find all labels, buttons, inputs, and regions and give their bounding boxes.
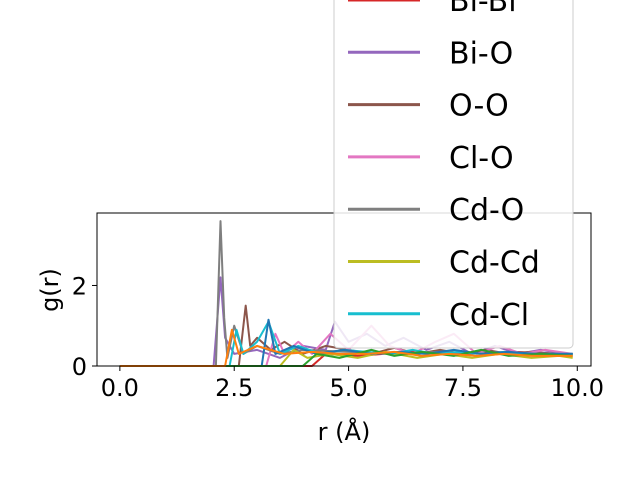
legend-label-bi-o: Bi-O xyxy=(449,36,513,71)
legend-label-o-o: O-O xyxy=(449,89,509,124)
plot-area xyxy=(119,220,573,367)
x-axis-label: r (Å) xyxy=(318,417,371,446)
legend-label-cl-o: Cl-O xyxy=(449,141,514,176)
y-tick-label: 0 xyxy=(72,353,87,381)
legend-label-bi-bi: Bi-Bi xyxy=(449,0,517,19)
legend-label-cd-cl: Cd-Cl xyxy=(449,298,529,333)
x-tick-label: 0.0 xyxy=(101,374,139,402)
legend-label-cd-o: Cd-O xyxy=(449,193,524,228)
y-tick-label: 2 xyxy=(72,272,87,300)
legend: Bi-Bi Bi-O O-O Cl-O Cd-O Cd-Cd Cd-Cl xyxy=(333,0,574,349)
x-tick-label: 5.0 xyxy=(329,374,367,402)
series-line-extra-9 xyxy=(119,328,573,367)
y-axis-label: g(r) xyxy=(36,268,64,312)
x-tick-label: 7.5 xyxy=(444,374,482,402)
x-tick-label: 2.5 xyxy=(215,374,253,402)
legend-label-cd-cd: Cd-Cd xyxy=(449,246,540,281)
x-tick-label: 10.0 xyxy=(551,374,604,402)
y-axis-ticks: 02 xyxy=(72,272,97,381)
x-axis-ticks: 0.0 2.5 5.0 7.5 10.0 xyxy=(101,366,604,402)
